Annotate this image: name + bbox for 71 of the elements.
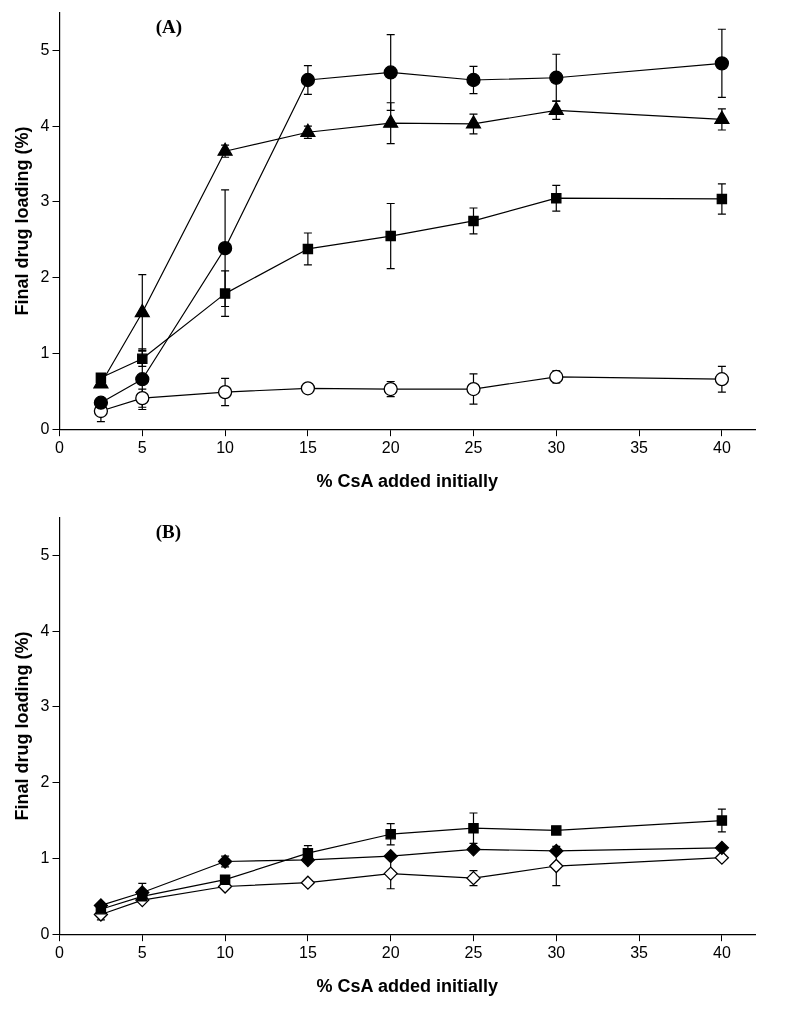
- y-tick-label: 2: [40, 773, 50, 791]
- point: [551, 825, 562, 836]
- x-tick-label: 0: [55, 439, 65, 457]
- point: [466, 72, 481, 88]
- y-tick-label: 3: [40, 697, 50, 715]
- chart-title: (B): [155, 521, 182, 544]
- y-axis-title: Final drug loading (%): [11, 126, 32, 316]
- y-tick-label: 1: [40, 343, 50, 361]
- x-tick-label: 25: [464, 944, 483, 962]
- y-tick-label: 3: [40, 192, 50, 210]
- point: [465, 115, 482, 129]
- x-tick-label: 35: [630, 439, 649, 457]
- x-axis-title: % CsA added initially: [316, 976, 498, 997]
- x-tick-label: 5: [137, 944, 147, 962]
- y-axis-title: Final drug loading (%): [11, 631, 32, 821]
- x-tick-label: 40: [712, 944, 731, 962]
- y-tick-label: 4: [40, 116, 50, 134]
- y-tick-label: 5: [40, 545, 50, 563]
- y-tick-label: 5: [40, 40, 50, 58]
- point: [466, 381, 481, 397]
- x-tick-label: 40: [712, 439, 731, 457]
- y-tick-label: 4: [40, 621, 50, 639]
- point: [93, 395, 109, 410]
- point: [300, 381, 316, 396]
- y-tick-label: 2: [40, 268, 50, 286]
- point: [385, 828, 396, 840]
- point: [551, 192, 562, 204]
- point: [549, 858, 564, 874]
- point: [714, 840, 730, 855]
- point: [716, 193, 728, 205]
- y-tick-label: 1: [40, 848, 50, 866]
- x-tick-label: 5: [137, 439, 147, 457]
- x-tick-label: 0: [55, 944, 65, 962]
- x-axis-title: % CsA added initially: [316, 471, 498, 492]
- point: [383, 65, 398, 80]
- point: [219, 874, 231, 885]
- point: [549, 843, 564, 859]
- point: [548, 101, 564, 115]
- x-tick-label: 10: [216, 439, 235, 457]
- point: [714, 372, 730, 387]
- point: [135, 372, 150, 387]
- point: [716, 815, 728, 826]
- point: [302, 243, 314, 255]
- y-tick-label: 0: [40, 419, 50, 437]
- point: [300, 875, 316, 890]
- x-tick-label: 10: [216, 944, 235, 962]
- point: [383, 866, 398, 881]
- point: [383, 114, 399, 128]
- point: [714, 110, 730, 125]
- point: [385, 230, 396, 242]
- y-tick-label: 0: [40, 924, 50, 942]
- x-tick-label: 15: [298, 944, 317, 962]
- point: [468, 215, 479, 227]
- x-tick-label: 20: [381, 944, 400, 962]
- x-tick-label: 25: [464, 439, 483, 457]
- x-tick-label: 30: [547, 439, 566, 457]
- point: [217, 384, 233, 400]
- point: [217, 241, 233, 256]
- point: [134, 303, 150, 318]
- point: [549, 70, 564, 85]
- chart-title: (A): [155, 16, 183, 39]
- x-tick-label: 30: [547, 944, 566, 962]
- point: [383, 849, 398, 864]
- point: [468, 822, 479, 834]
- point: [466, 842, 481, 857]
- x-tick-label: 20: [381, 439, 400, 457]
- x-tick-label: 15: [298, 439, 317, 457]
- point: [300, 72, 316, 88]
- x-tick-label: 35: [630, 944, 649, 962]
- point: [219, 288, 231, 299]
- point: [714, 56, 730, 71]
